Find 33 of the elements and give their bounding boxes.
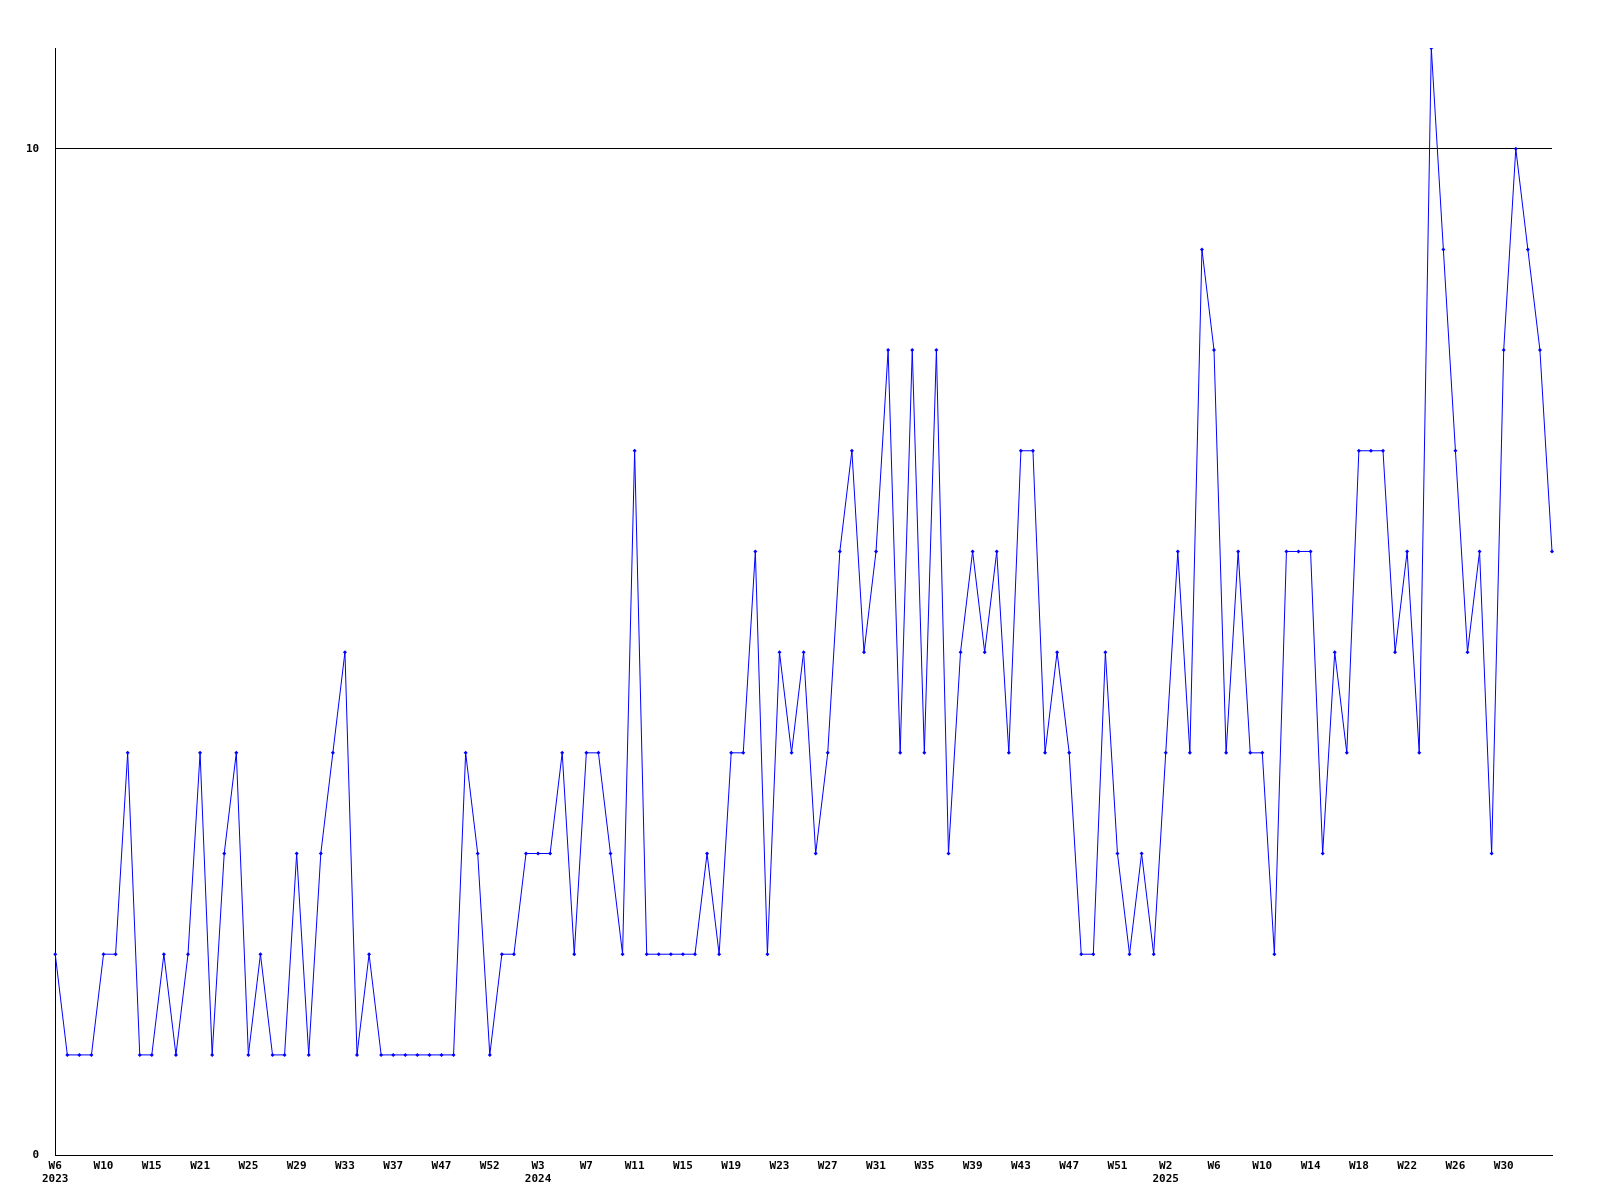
x-tick-label: W27 <box>817 1159 838 1173</box>
y-tick-label: 10 <box>26 141 40 155</box>
x-tick-label: W26 <box>1445 1159 1466 1173</box>
x-tick-label: W43 <box>1010 1159 1031 1173</box>
x-tick-label: W19 <box>721 1159 742 1173</box>
x-tick-label: W7 <box>579 1159 593 1173</box>
x-tick-label: W18 <box>1348 1159 1369 1173</box>
x-tick-label: W33 <box>335 1159 355 1173</box>
x-tick-label: W14 <box>1300 1159 1321 1173</box>
x-tick-label: W47 <box>431 1159 452 1173</box>
x-tick-label: W29 <box>286 1159 307 1173</box>
x-tick-label: W6 <box>1207 1159 1222 1173</box>
x-tick-label: W21 <box>190 1159 211 1173</box>
x-tick-label: W23 <box>769 1159 790 1173</box>
y-tick-label: 0 <box>32 1148 40 1162</box>
x-tick-label: W37 <box>383 1159 404 1173</box>
x-tick-label: W22 <box>1397 1159 1418 1173</box>
x-tick-label: W10 <box>93 1159 114 1173</box>
x-tick-label: W15 <box>672 1159 693 1173</box>
x-tick-label: W3 2024 <box>524 1159 552 1186</box>
x-tick-label: W30 <box>1493 1159 1514 1173</box>
x-tick-label: W52 <box>479 1159 500 1173</box>
x-tick-label: W6 2023 <box>42 1159 69 1186</box>
x-tick-label: W39 <box>962 1159 983 1173</box>
x-tick-label: W51 <box>1107 1159 1128 1173</box>
x-tick-label: W25 <box>238 1159 259 1173</box>
x-tick-label: W2 2025 <box>1152 1159 1179 1186</box>
x-tick-label: W35 <box>914 1159 935 1173</box>
x-tick-label: W11 <box>624 1159 645 1173</box>
x-tick-label: W15 <box>141 1159 162 1173</box>
x-tick-label: W10 <box>1252 1159 1273 1173</box>
x-tick-label: W47 <box>1059 1159 1080 1173</box>
x-tick-label: W31 <box>866 1159 887 1173</box>
